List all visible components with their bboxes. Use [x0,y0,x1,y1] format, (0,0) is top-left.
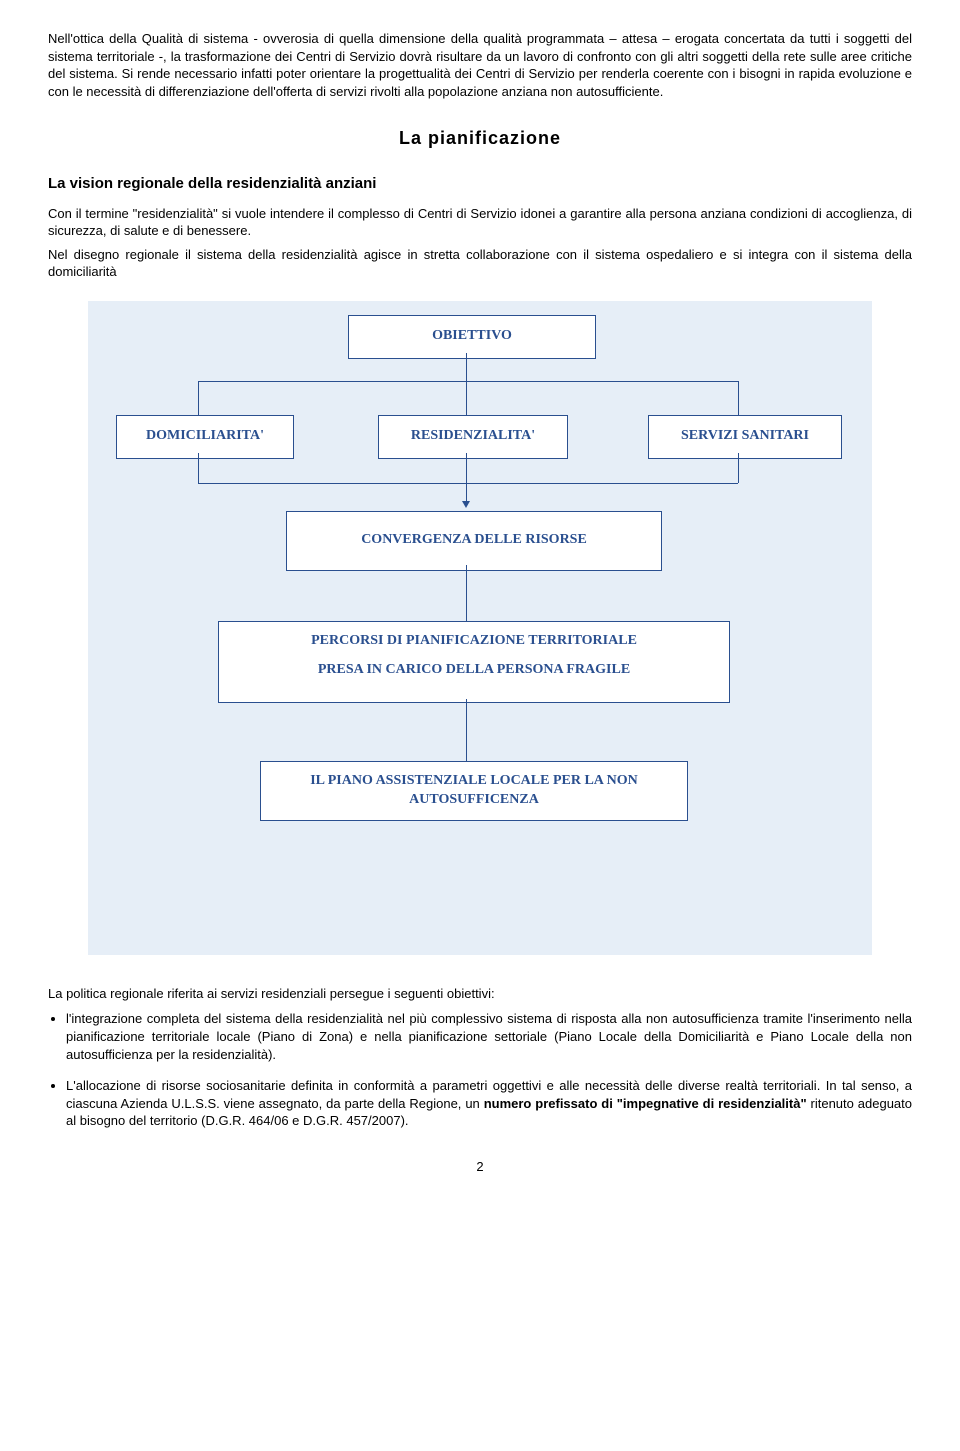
box-domiciliarita: DOMICILIARITA' [116,415,294,459]
box-percorsi: PERCORSI DI PIANIFICAZIONE TERRITORIALE … [218,621,730,703]
subheading-vision: La vision regionale della residenzialità… [48,174,912,194]
para-definition: Con il termine "residenzialità" si vuole… [48,205,912,240]
connector [198,453,199,483]
connector [466,453,467,483]
para-design: Nel disegno regionale il sistema della r… [48,246,912,281]
connector [466,353,467,381]
connector [738,453,739,483]
piano-line1: IL PIANO ASSISTENZIALE LOCALE PER LA NON [310,772,638,791]
box-convergenza: CONVERGENZA DELLE RISORSE [286,511,662,571]
percorsi-line2: PRESA IN CARICO DELLA PERSONA FRAGILE [318,661,630,680]
box-residenzialita: RESIDENZIALITA' [378,415,568,459]
connector [466,483,467,501]
connector [198,483,738,484]
bullet-integration: l'integrazione completa del sistema dell… [66,1010,912,1063]
box-piano: IL PIANO ASSISTENZIALE LOCALE PER LA NON… [260,761,688,821]
para-objectives-intro: La politica regionale riferita ai serviz… [48,985,912,1003]
connector [466,381,467,415]
box-servizi-sanitari: SERVIZI SANITARI [648,415,842,459]
connector [466,699,467,761]
connector [198,381,199,415]
intro-para: Nell'ottica della Qualità di sistema - o… [48,30,912,100]
bullet-allocation: L'allocazione di risorse sociosanitarie … [66,1077,912,1130]
page-number: 2 [48,1158,912,1176]
objectives-list: l'integrazione completa del sistema dell… [48,1010,912,1129]
arrow-down-icon [462,501,470,508]
connector [738,381,739,415]
connector [198,381,738,382]
diagram-container: OBIETTIVO DOMICILIARITA' RESIDENZIALITA'… [88,301,872,955]
section-title: La pianificazione [48,126,912,150]
piano-line2: AUTOSUFFICENZA [409,791,539,810]
box-obiettivo: OBIETTIVO [348,315,596,359]
bullet2-bold: numero prefissato di "impegnative di res… [484,1096,807,1111]
convergenza-label: CONVERGENZA DELLE RISORSE [361,531,587,550]
percorsi-line1: PERCORSI DI PIANIFICAZIONE TERRITORIALE [311,632,637,651]
connector [466,565,467,621]
